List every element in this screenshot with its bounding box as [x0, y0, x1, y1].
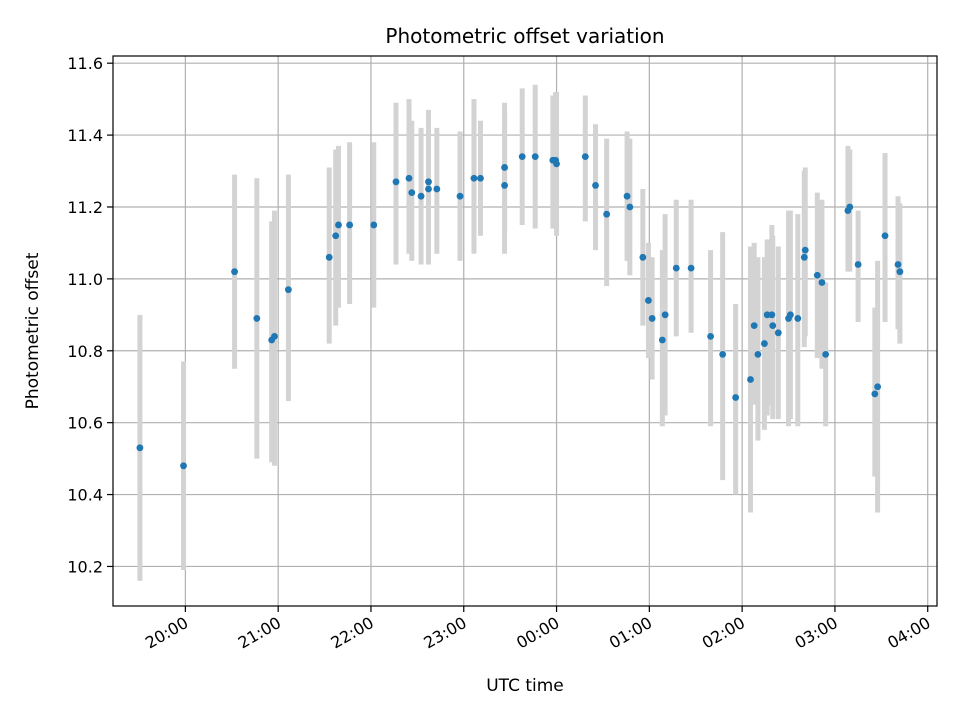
data-point — [672, 264, 680, 272]
y-tick-label: 11.0 — [67, 270, 103, 289]
data-point — [271, 332, 278, 340]
data-point — [408, 189, 416, 197]
data-point — [818, 279, 826, 286]
data-point — [518, 153, 526, 161]
data-point — [456, 192, 464, 200]
y-tick-label: 10.4 — [67, 486, 103, 505]
data-point — [425, 178, 432, 186]
data-point — [871, 390, 879, 398]
data-point — [801, 246, 809, 254]
y-tick-label: 11.6 — [67, 54, 103, 73]
data-point — [477, 174, 484, 182]
data-point — [750, 322, 758, 330]
data-point — [854, 261, 862, 268]
data-point — [747, 376, 754, 383]
data-point — [284, 286, 292, 294]
data-point — [658, 336, 666, 344]
data-point — [501, 182, 508, 189]
data-point — [325, 253, 333, 261]
data-point — [639, 253, 647, 261]
data-point — [846, 203, 854, 211]
data-point — [800, 253, 808, 261]
y-tick-label: 11.4 — [67, 126, 103, 145]
data-point — [761, 340, 768, 347]
data-point — [786, 311, 794, 319]
data-point — [648, 315, 656, 322]
data-point — [370, 221, 378, 229]
data-point — [180, 462, 187, 470]
data-point — [719, 350, 727, 358]
data-point — [896, 268, 904, 276]
data-point — [603, 210, 611, 218]
data-point — [774, 329, 782, 337]
data-point — [417, 192, 425, 200]
data-point — [392, 178, 400, 186]
data-point — [661, 311, 669, 319]
data-points — [136, 153, 904, 470]
data-point — [405, 174, 413, 182]
data-point — [894, 261, 902, 268]
plot-frame — [112, 55, 938, 607]
data-point — [136, 444, 144, 452]
data-point — [231, 268, 238, 276]
data-point — [822, 350, 830, 358]
y-axis-title: Photometric offset — [23, 252, 43, 409]
x-axis-title: UTC time — [486, 676, 564, 696]
data-point — [687, 264, 695, 272]
data-point — [707, 332, 714, 340]
data-point — [754, 350, 762, 358]
y-tick-label: 11.2 — [67, 198, 103, 217]
data-point — [433, 185, 441, 193]
data-point — [813, 271, 821, 279]
data-point — [531, 153, 539, 161]
y-tick-label: 10.2 — [67, 557, 103, 576]
data-point — [881, 232, 889, 240]
data-point — [768, 311, 776, 319]
data-point — [874, 383, 882, 391]
data-point — [592, 182, 599, 189]
y-tick-label: 10.8 — [67, 342, 103, 361]
data-point — [501, 164, 508, 171]
data-point — [553, 160, 560, 168]
data-point — [769, 322, 777, 330]
data-point — [253, 315, 261, 322]
data-point — [645, 297, 652, 304]
chart-title: Photometric offset variation — [385, 24, 664, 48]
y-tick-label: 10.6 — [67, 414, 103, 433]
data-point — [732, 394, 740, 401]
data-point — [626, 203, 634, 211]
data-point — [623, 192, 631, 200]
data-point — [335, 221, 342, 229]
data-point — [581, 153, 589, 161]
data-point — [470, 174, 478, 182]
data-point — [425, 185, 432, 193]
data-point — [794, 315, 802, 322]
data-point — [332, 232, 340, 240]
data-point — [346, 221, 354, 229]
